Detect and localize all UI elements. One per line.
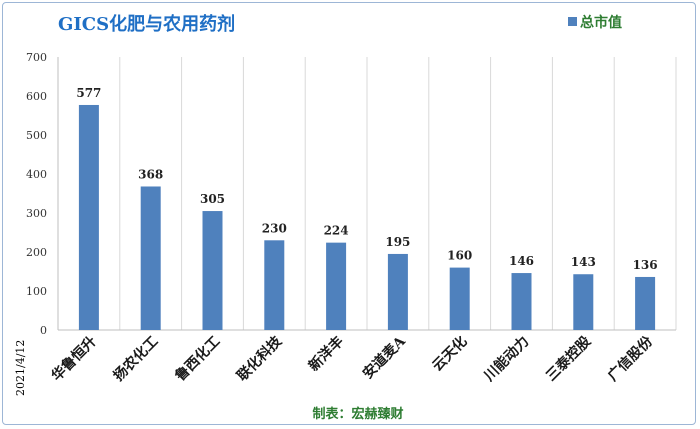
source-label: 制表：宏赫臻财	[312, 406, 403, 422]
plot-area: 0 100 200 300 400 500 600 700 577 华鲁恒升 368 扬农化工 305 鲁…	[26, 51, 677, 385]
chart-title: GICS化肥与农用药剂	[58, 13, 235, 35]
bar	[78, 104, 99, 330]
y-tick-label: 400	[26, 168, 47, 181]
bar	[326, 242, 347, 330]
category-label: 三泰控股	[543, 332, 595, 384]
category-label: 鲁西化工	[171, 333, 223, 385]
y-tick-label: 600	[26, 90, 47, 103]
bar	[449, 267, 470, 330]
data-label: 160	[447, 249, 472, 263]
category-label: 扬农化工	[110, 333, 162, 385]
y-tick-label: 200	[26, 246, 47, 259]
date-label: 2021/4/12	[14, 340, 27, 396]
y-tick-label: 0	[40, 324, 47, 337]
y-tick-label: 700	[26, 51, 47, 64]
category-label: 安道麦A	[359, 332, 409, 382]
data-label: 146	[509, 254, 534, 268]
bar	[264, 240, 285, 330]
data-label: 143	[571, 255, 596, 269]
chart-frame	[2, 2, 696, 425]
y-tick-label: 100	[26, 285, 47, 298]
bar	[573, 274, 594, 330]
category-label: 川能动力	[480, 333, 532, 385]
bar	[202, 211, 223, 330]
legend-label: 总市值	[580, 14, 622, 31]
y-tick-label: 500	[26, 129, 47, 142]
data-label: 577	[76, 86, 101, 100]
data-label: 195	[385, 235, 410, 249]
category-label: 云天化	[429, 333, 471, 375]
y-tick-label: 300	[26, 207, 47, 220]
data-label: 368	[138, 167, 163, 181]
data-label: 305	[200, 192, 225, 206]
bar	[635, 276, 656, 330]
data-label: 136	[633, 258, 658, 272]
category-label: 新洋丰	[305, 333, 347, 375]
bar	[511, 273, 532, 330]
data-label: 224	[324, 224, 349, 238]
category-label: 联化科技	[234, 332, 286, 384]
data-label: 230	[262, 221, 287, 235]
legend-swatch	[568, 17, 577, 26]
category-label: 广信股份	[604, 332, 656, 384]
bar	[387, 253, 408, 330]
bar	[140, 186, 161, 330]
category-label: 华鲁恒升	[48, 333, 100, 385]
